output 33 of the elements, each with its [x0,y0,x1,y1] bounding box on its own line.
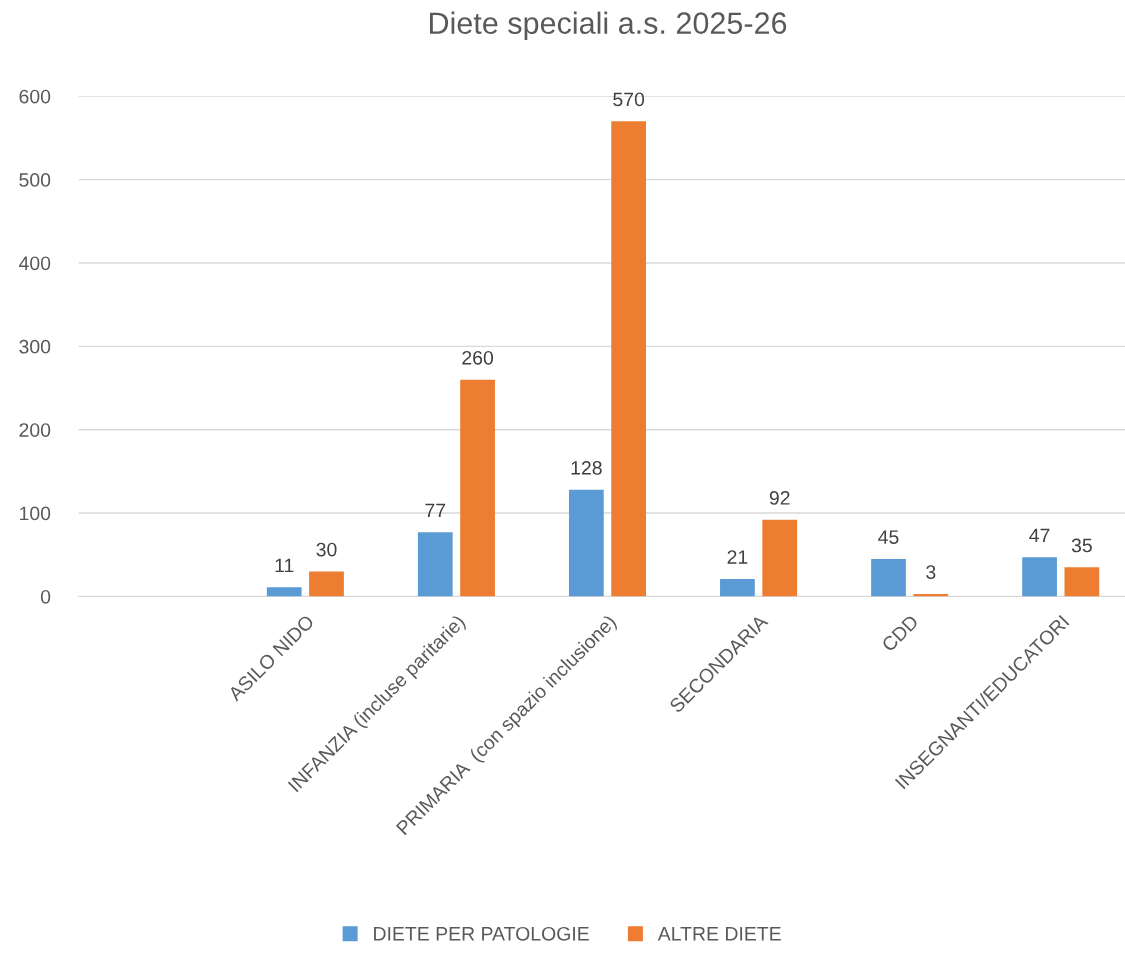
data-label: 45 [878,530,899,544]
data-label: 11 [275,558,294,573]
y-tick-label: 0 [40,589,51,604]
data-label: 77 [425,503,446,518]
bar [762,519,798,597]
data-label: 21 [727,550,748,564]
bar [417,532,453,597]
bar [266,587,302,597]
bar [871,558,906,597]
data-label: 35 [1071,538,1092,553]
y-tick-label: 400 [18,256,51,271]
data-label: 260 [462,350,494,365]
data-label: 570 [613,92,645,107]
data-label: 30 [316,542,337,557]
bar [1022,557,1057,597]
data-label: 47 [1029,528,1050,543]
data-label: 128 [571,461,602,475]
y-tick-label: 600 [19,89,51,104]
y-tick-label: 500 [19,173,51,187]
data-label: 92 [769,491,790,505]
legend-label: DIETE PER PATOLOGIE [374,926,589,941]
y-tick-label: 200 [19,423,51,437]
bar [568,489,604,597]
bar [309,571,344,597]
chart-title: Diete speciali a.s. 2025-26 [429,11,787,41]
y-tick-label: 300 [19,339,51,354]
bar [460,379,495,597]
legend-label: ALTRE DIETE [657,927,781,941]
bar [720,578,755,597]
data-label: 3 [926,565,936,579]
bar [611,121,647,597]
y-tick-label: 100 [20,506,51,521]
bar [1064,567,1100,597]
